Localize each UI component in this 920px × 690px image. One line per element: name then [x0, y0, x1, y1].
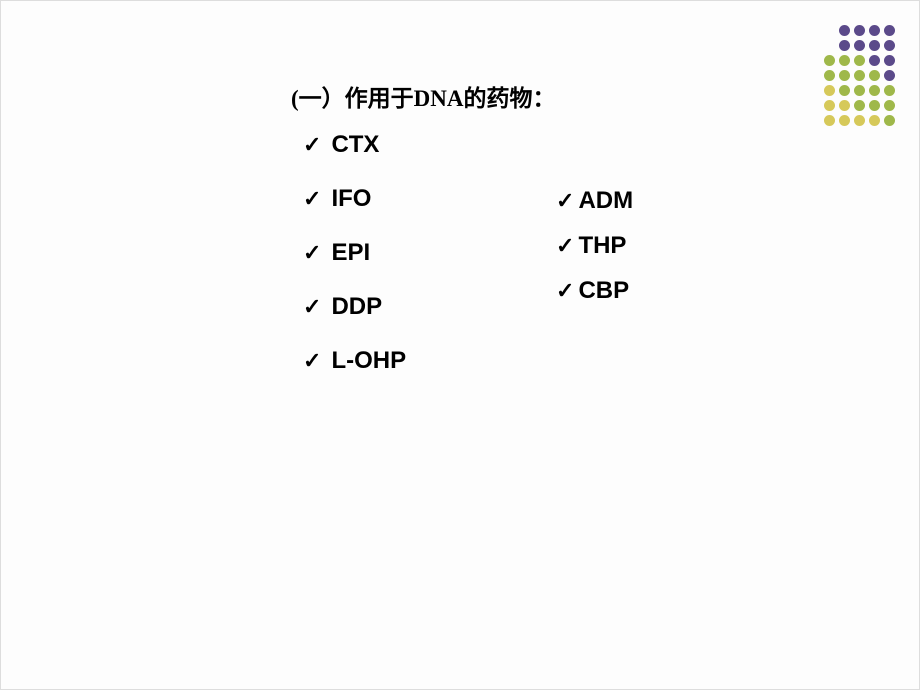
- decoration-dot: [854, 70, 865, 81]
- decoration-dot: [869, 70, 880, 81]
- decoration-dot: [824, 70, 835, 81]
- decoration-dot: [884, 40, 895, 51]
- decoration-dot: [839, 40, 850, 51]
- decoration-dot: [884, 25, 895, 36]
- list-column-right: ✓ ADM ✓ THP ✓ CBP: [556, 187, 633, 322]
- check-icon: ✓: [303, 186, 321, 212]
- decoration-dot: [884, 85, 895, 96]
- item-text: ADM: [578, 187, 633, 215]
- list-item: ✓ CTX: [303, 131, 406, 159]
- list-item: ✓ EPI: [303, 239, 406, 267]
- decoration-dot: [839, 70, 850, 81]
- decoration-dot: [824, 100, 835, 111]
- decoration-dot: [839, 55, 850, 66]
- decoration-dot: [854, 55, 865, 66]
- decoration-dot: [869, 115, 880, 126]
- decoration-dot: [824, 85, 835, 96]
- dot-grid: [822, 23, 897, 128]
- decoration-dot: [854, 85, 865, 96]
- item-text: THP: [578, 232, 626, 260]
- decoration-dot: [822, 23, 837, 38]
- decoration-dot: [839, 100, 850, 111]
- check-icon: ✓: [303, 240, 321, 266]
- decoration-dot: [884, 100, 895, 111]
- decoration-dot: [824, 55, 835, 66]
- decoration-dot: [884, 115, 895, 126]
- list-column-left: ✓ CTX ✓ IFO ✓ EPI ✓ DDP ✓ L-OHP: [303, 131, 406, 401]
- item-text: CBP: [578, 277, 629, 305]
- check-icon: ✓: [303, 294, 321, 320]
- slide-content: (一）作用于DNA的药物： ✓ CTX ✓ IFO ✓ EPI ✓ DDP ✓ …: [0, 0, 920, 690]
- list-item: ✓ CBP: [556, 277, 633, 305]
- item-text: CTX: [331, 131, 379, 159]
- item-text: L-OHP: [331, 347, 406, 375]
- decoration-dot: [824, 115, 835, 126]
- corner-decoration: [822, 23, 897, 128]
- list-item: ✓ DDP: [303, 293, 406, 321]
- item-text: EPI: [331, 239, 370, 267]
- list-item: ✓ THP: [556, 232, 633, 260]
- list-item: ✓ L-OHP: [303, 347, 406, 375]
- item-text: DDP: [331, 293, 382, 321]
- check-icon: ✓: [556, 233, 574, 259]
- check-icon: ✓: [303, 132, 321, 158]
- check-icon: ✓: [556, 188, 574, 214]
- decoration-dot: [839, 25, 850, 36]
- decoration-dot: [869, 40, 880, 51]
- list-item: ✓ IFO: [303, 185, 406, 213]
- decoration-dot: [884, 70, 895, 81]
- slide-heading: (一）作用于DNA的药物：: [291, 79, 556, 113]
- decoration-dot: [869, 85, 880, 96]
- decoration-dot: [854, 115, 865, 126]
- decoration-dot: [839, 115, 850, 126]
- decoration-dot: [854, 40, 865, 51]
- decoration-dot: [869, 25, 880, 36]
- decoration-dot: [839, 85, 850, 96]
- decoration-dot: [822, 38, 837, 53]
- decoration-dot: [869, 55, 880, 66]
- list-item: ✓ ADM: [556, 187, 633, 215]
- decoration-dot: [884, 55, 895, 66]
- decoration-dot: [869, 100, 880, 111]
- check-icon: ✓: [556, 278, 574, 304]
- item-text: IFO: [331, 185, 371, 213]
- decoration-dot: [854, 25, 865, 36]
- check-icon: ✓: [303, 348, 321, 374]
- decoration-dot: [854, 100, 865, 111]
